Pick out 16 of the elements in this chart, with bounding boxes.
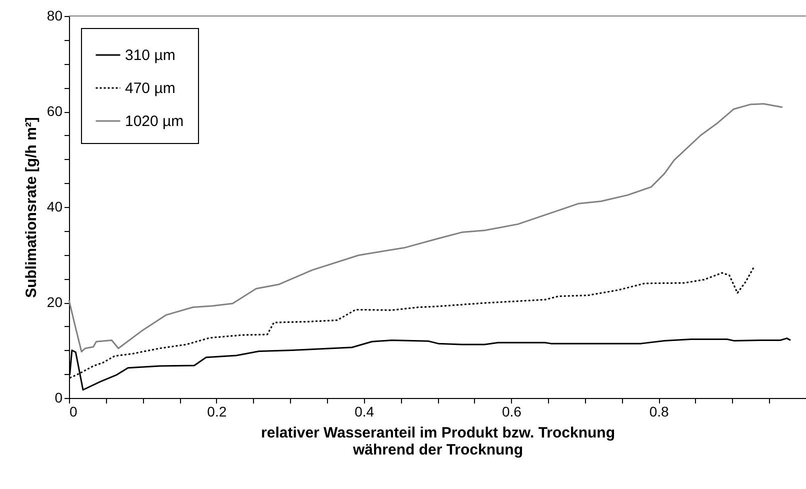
x-tick-label: 0 [70, 404, 78, 420]
legend-label: 310 µm [125, 47, 176, 64]
x-axis-title: relativer Wasseranteil im Produkt bzw. Trocknung während der Trocknung [261, 424, 615, 458]
y-tick-label: 80 [46, 8, 63, 24]
x-tick-label: 0.6 [502, 404, 522, 420]
y-axis-title: Sublimationsrate [g/h m²] [22, 117, 40, 298]
x-tick-label: 0.8 [649, 404, 670, 420]
line-series [68, 103, 784, 352]
y-tick-label: 0 [54, 390, 63, 406]
legend-label: 470 µm [125, 80, 176, 97]
y-tick-label: 20 [46, 294, 63, 310]
x-tick-label: 0.4 [354, 404, 374, 420]
y-tick-label: 60 [46, 103, 63, 119]
x-tick-label: 0.2 [207, 404, 227, 420]
y-tick-label: 40 [46, 198, 63, 214]
legend-label: 1020 µm [125, 113, 184, 130]
